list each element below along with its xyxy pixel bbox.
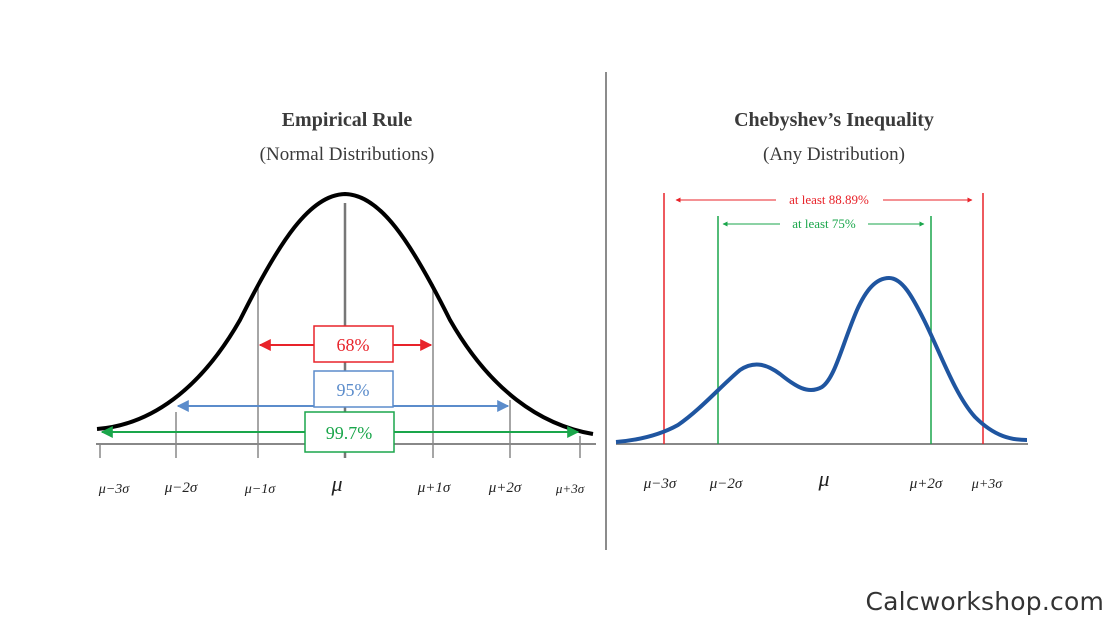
left-tick-label: μ−1σ — [244, 482, 276, 497]
left-title: Empirical Rule — [282, 109, 413, 131]
bimodal-curve — [615, 275, 1028, 444]
right-tick-label: μ+2σ — [909, 476, 943, 492]
band-8889-label: at least 88.89% — [789, 192, 869, 207]
left-subtitle: (Normal Distributions) — [260, 144, 435, 165]
right-subtitle: (Any Distribution) — [763, 144, 905, 165]
band-95-box — [313, 370, 394, 408]
left-tick-label: μ+3σ — [555, 481, 585, 496]
site-credit: Calcworkshop.com — [865, 587, 1104, 616]
chebyshev-panel: Chebyshev’s Inequality (Any Distribution… — [615, 109, 1028, 492]
empirical-rule-panel: Empirical Rule (Normal Distributions) 68… — [96, 109, 596, 497]
normal-curve — [96, 191, 594, 436]
left-tick-label: μ — [330, 471, 342, 496]
band-997-box — [304, 411, 395, 453]
right-tick-label: μ−3σ — [643, 476, 677, 492]
right-tick-label: μ — [817, 466, 829, 491]
left-tick-label: μ+2σ — [488, 480, 522, 496]
band-68-box — [313, 325, 394, 363]
right-tick-label: μ+3σ — [971, 477, 1003, 492]
right-tick-label: μ−2σ — [709, 476, 743, 492]
left-tick-label: μ−3σ — [98, 482, 130, 497]
left-tick-label: μ+1σ — [417, 480, 451, 496]
right-title: Chebyshev’s Inequality — [734, 109, 934, 131]
band-75-label: at least 75% — [792, 216, 856, 231]
band-95-label: 95% — [337, 380, 370, 400]
left-tick-label: μ−2σ — [164, 480, 198, 496]
band-997-label: 99.7% — [326, 423, 373, 443]
band-68-label: 68% — [337, 335, 370, 355]
